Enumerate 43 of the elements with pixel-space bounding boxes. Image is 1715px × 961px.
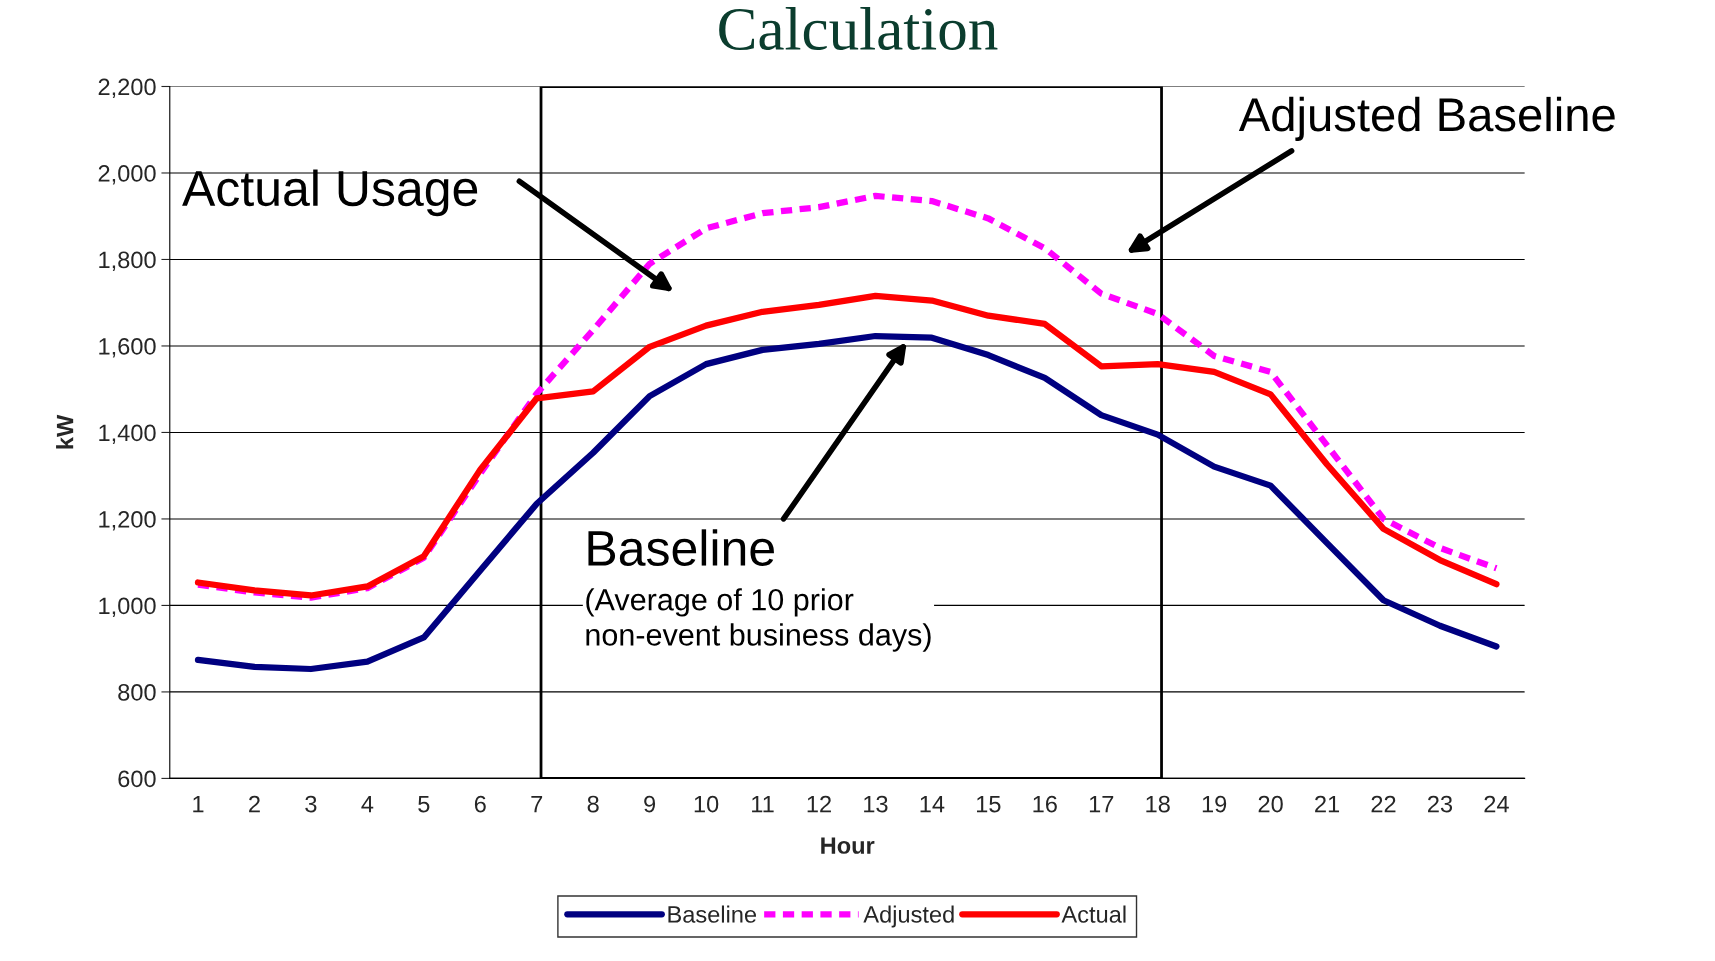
x-tick-label: 20 (1258, 795, 1283, 813)
x-tick-label: 5 (418, 795, 430, 813)
x-tick-label: 11 (752, 795, 774, 813)
x-tick-label: 17 (1089, 795, 1114, 813)
y-tick-label: 1,000 (99, 597, 156, 618)
y-tick-label: 1,600 (99, 338, 156, 358)
y-tick-label: 1,200 (99, 511, 156, 531)
x-tick-label: 1 (193, 795, 204, 813)
x-tick-label: 8 (587, 795, 599, 813)
x-tick-label: 23 (1428, 795, 1453, 813)
x-tick-label: 24 (1484, 795, 1509, 813)
x-tick-label: 6 (474, 795, 486, 813)
annotation: Baseline (588, 529, 774, 567)
x-tick-label: 4 (361, 795, 374, 813)
annotation: (Average of 10 prior non-event business days) (586, 588, 931, 652)
y-tick-label: 600 (118, 770, 156, 788)
x-tick-label: 15 (977, 795, 1001, 813)
annotation: Adjusted Baseline (1238, 96, 1615, 141)
x-tick-label: 12 (807, 795, 831, 813)
x-tick-label: 2 (249, 795, 260, 813)
y-tick-label: 1,400 (99, 424, 156, 445)
y-tick-label: 2,000 (98, 165, 156, 185)
annotation: Actual Usage (182, 169, 478, 217)
x-tick-label: 13 (864, 795, 888, 813)
y-axis-title: kW (56, 414, 74, 449)
x-tick-label: 10 (694, 795, 719, 813)
y-tick-label: 2,200 (98, 78, 156, 99)
x-tick-label: 3 (305, 795, 317, 813)
x-tick-label: 14 (920, 795, 945, 813)
x-tick-label: 9 (644, 795, 656, 813)
x-tick-label: 19 (1202, 795, 1227, 813)
x-tick-label: 21 (1315, 795, 1340, 813)
x-axis-title: Hour (821, 837, 875, 854)
x-tick-label: 16 (1033, 795, 1057, 813)
y-tick-label: 1,800 (99, 251, 156, 272)
x-tick-label: 22 (1371, 795, 1396, 813)
y-tick-label: 800 (118, 683, 156, 701)
x-tick-label: 7 (531, 795, 543, 813)
legend-label: Adjusted (863, 905, 954, 928)
legend-label: Actual (1061, 905, 1126, 923)
x-tick-label: 18 (1146, 795, 1170, 813)
legend-label: Baseline (668, 905, 757, 923)
chart-title: Calculation (719, 7, 998, 51)
